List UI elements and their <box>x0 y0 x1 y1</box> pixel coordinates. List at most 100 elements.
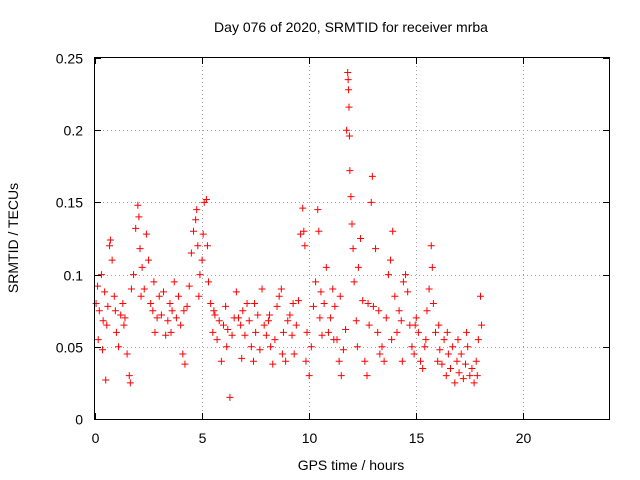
data-point <box>305 372 313 380</box>
data-point <box>99 317 107 325</box>
data-point <box>104 302 112 310</box>
data-point <box>95 307 103 315</box>
data-point <box>155 292 163 300</box>
data-point <box>164 317 172 325</box>
data-point <box>260 321 268 329</box>
data-point <box>284 317 292 325</box>
data-point <box>393 328 401 336</box>
data-point <box>234 314 242 322</box>
data-point <box>249 357 257 365</box>
data-point <box>327 314 335 322</box>
data-point <box>336 292 344 300</box>
data-point <box>470 379 478 387</box>
data-point <box>344 76 352 84</box>
data-point <box>237 321 245 329</box>
data-point <box>111 307 119 315</box>
y-axis-label: SRMTID / TECUs <box>5 183 21 293</box>
data-point <box>307 343 315 351</box>
data-point <box>462 360 470 368</box>
data-point <box>157 311 165 319</box>
data-point <box>205 278 213 286</box>
data-point <box>112 328 120 336</box>
data-point <box>187 249 195 257</box>
data-point <box>137 292 145 300</box>
data-point <box>455 369 463 377</box>
data-point <box>94 336 102 344</box>
data-point <box>345 132 353 140</box>
data-point <box>349 245 357 253</box>
data-point <box>193 206 201 214</box>
data-point <box>359 297 367 305</box>
data-point <box>273 302 281 310</box>
x-tick-label: 20 <box>516 430 532 446</box>
data-point <box>378 343 386 351</box>
data-point <box>134 201 142 209</box>
plot-frame <box>94 57 610 420</box>
data-point <box>425 285 433 293</box>
data-point <box>117 311 125 319</box>
data-point <box>399 278 407 286</box>
data-point <box>427 242 435 250</box>
data-point <box>136 245 144 253</box>
data-point <box>364 299 372 307</box>
data-point <box>434 357 442 365</box>
data-point <box>243 299 251 307</box>
data-point <box>286 311 294 319</box>
data-point <box>408 343 416 351</box>
data-point <box>241 331 249 339</box>
data-point <box>180 307 188 315</box>
data-point <box>194 242 202 250</box>
data-point <box>215 317 223 325</box>
data-point <box>442 372 450 380</box>
data-point <box>315 227 323 235</box>
data-point <box>382 314 390 322</box>
data-point <box>290 350 298 358</box>
data-point <box>150 278 158 286</box>
data-point <box>196 271 204 279</box>
data-point <box>344 68 352 76</box>
data-point <box>252 328 260 336</box>
data-point <box>466 372 474 380</box>
data-point <box>103 321 111 329</box>
data-point <box>190 227 198 235</box>
data-point <box>269 360 277 368</box>
data-point <box>121 314 129 322</box>
data-point <box>354 263 362 271</box>
data-point <box>312 278 320 286</box>
data-point <box>289 299 297 307</box>
data-points <box>92 68 486 401</box>
data-point <box>473 372 481 380</box>
data-point <box>211 311 219 319</box>
data-point <box>245 317 253 325</box>
data-point <box>345 103 353 111</box>
data-point <box>145 256 153 264</box>
data-point <box>423 307 431 315</box>
y-tick-label: 0 <box>75 412 83 428</box>
data-point <box>179 350 187 358</box>
data-point <box>432 328 440 336</box>
data-point <box>346 167 354 175</box>
data-point <box>348 220 356 228</box>
data-point <box>429 299 437 307</box>
data-point <box>130 271 138 279</box>
x-tick-label: 0 <box>92 430 100 446</box>
data-point <box>220 321 227 329</box>
data-point <box>101 288 109 296</box>
data-point <box>428 263 436 271</box>
data-point <box>135 213 143 221</box>
data-point <box>402 271 410 279</box>
chart-title: Day 076 of 2020, SRMTID for receiver mrb… <box>214 19 488 35</box>
data-point <box>421 343 429 351</box>
data-point <box>153 314 161 322</box>
data-point <box>183 302 191 310</box>
data-point <box>142 230 150 238</box>
data-point <box>125 372 133 380</box>
x-tick-label: 10 <box>302 430 318 446</box>
data-point <box>472 357 480 365</box>
y-tick-label: 0.15 <box>56 195 83 211</box>
data-point <box>309 302 317 310</box>
data-point <box>97 271 105 279</box>
data-point <box>209 328 217 336</box>
data-point <box>110 292 118 300</box>
